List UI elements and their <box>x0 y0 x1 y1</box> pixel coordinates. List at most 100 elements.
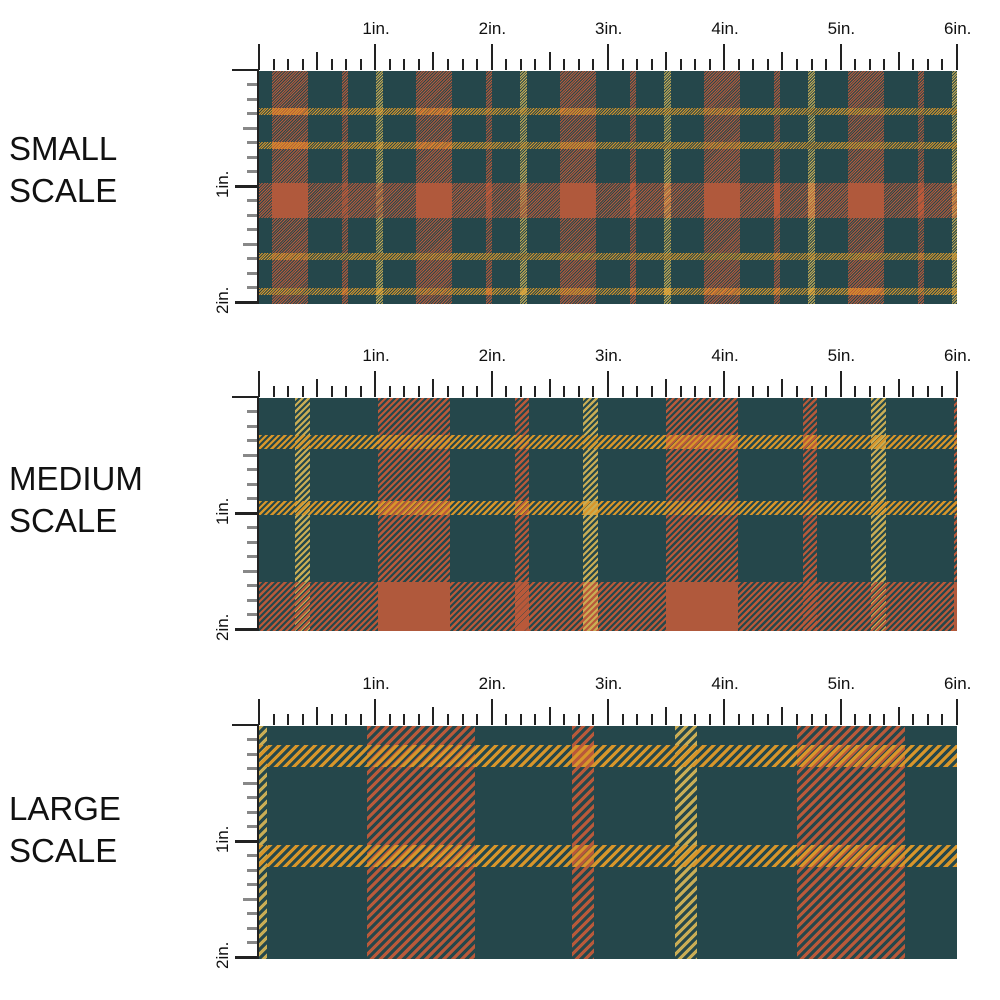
horizontal-stripe <box>259 582 957 631</box>
ruler-tick <box>955 44 958 70</box>
ruler-tick <box>912 386 915 397</box>
ruler-tick <box>897 379 900 397</box>
ruler-tick <box>374 699 377 725</box>
ruler-tick <box>287 714 290 725</box>
horizontal-stripe <box>259 435 957 449</box>
ruler-label: 1in. <box>362 19 390 38</box>
horizontal-stripe <box>259 183 957 218</box>
ruler-tick <box>235 300 259 304</box>
ruler-minor-tick <box>247 926 259 930</box>
ruler-tick <box>432 52 435 70</box>
ruler-tick <box>330 714 333 725</box>
ruler-minor-tick <box>243 126 259 130</box>
ruler-minor-tick <box>247 199 259 202</box>
ruler-tick <box>534 59 537 70</box>
ruler-tick <box>897 707 900 725</box>
ruler-label: 2in. <box>478 674 507 693</box>
ruler-tick <box>577 59 580 70</box>
ruler-tick <box>235 955 259 959</box>
ruler-tick <box>636 59 639 70</box>
ruler-tick <box>592 714 595 725</box>
ruler-tick <box>235 627 259 631</box>
ruler-label: 4in. <box>711 346 739 365</box>
ruler-tick <box>505 386 508 397</box>
ruler-tick <box>592 386 595 397</box>
ruler-tick <box>606 371 609 397</box>
small-scale-panel: SMALL SCALE 1in. 2in. 3in. 4in. 5in. 6in. 1in.… <box>0 0 1000 330</box>
ruler-label: 1in. <box>362 674 390 693</box>
ruler-tick <box>403 59 406 70</box>
ruler-tick <box>810 714 813 725</box>
ruler-tick <box>447 714 450 725</box>
ruler-minor-tick <box>247 613 259 616</box>
ruler-minor-tick <box>247 170 259 173</box>
ruler-minor-tick <box>247 555 259 558</box>
ruler-tick <box>577 714 580 725</box>
ruler-tick <box>708 59 711 70</box>
ruler-edge <box>257 397 259 630</box>
ruler-minor-tick <box>247 424 259 428</box>
ruler-minor-tick <box>247 439 259 442</box>
ruler-tick <box>955 371 958 397</box>
ruler-tick <box>461 59 464 70</box>
horizontal-stripe <box>259 253 957 260</box>
ruler-minor-tick <box>243 569 259 573</box>
ruler-tick <box>476 386 479 397</box>
orange-block <box>704 183 740 218</box>
ruler-tick <box>272 59 275 70</box>
horizontal-stripe <box>259 288 957 295</box>
ruler-label: 3in. <box>594 19 623 38</box>
scale-label: LARGE SCALE <box>9 790 121 869</box>
ruler-tick <box>650 386 653 397</box>
vertical-stripe <box>675 726 697 959</box>
horizontal-stripe <box>259 501 957 515</box>
ruler-tick <box>388 59 391 70</box>
ruler-tick <box>621 714 624 725</box>
ruler-tick <box>839 44 842 70</box>
horizontal-stripe <box>259 142 957 149</box>
ruler-tick <box>781 379 784 397</box>
ruler-tick <box>708 714 711 725</box>
ruler-label: 4in. <box>711 674 739 693</box>
ruler-tick <box>694 386 697 397</box>
horizontal-stripe <box>259 108 957 115</box>
ruler-minor-tick <box>247 141 259 144</box>
ruler-tick <box>955 699 958 725</box>
ruler-label: 1in. <box>213 825 232 853</box>
ruler-minor-tick <box>247 810 259 814</box>
ruler-label: 2in. <box>478 19 507 38</box>
ruler-tick <box>941 59 944 70</box>
ruler-tick <box>868 386 871 397</box>
ruler-minor-tick <box>243 897 259 901</box>
ruler-tick <box>316 379 319 397</box>
ruler-edge <box>257 70 259 303</box>
ruler-tick <box>359 59 362 70</box>
ruler-tick <box>563 386 566 397</box>
ruler-tick <box>883 59 886 70</box>
ruler-tick <box>621 386 624 397</box>
ruler-tick <box>752 59 755 70</box>
ruler-tick <box>519 714 522 725</box>
ruler-minor-tick <box>243 453 259 457</box>
ruler-minor-tick <box>247 257 259 260</box>
ruler-tick <box>941 714 944 725</box>
ruler-tick <box>883 386 886 397</box>
ruler-tick <box>606 44 609 70</box>
ruler-tick <box>679 386 682 397</box>
horizontal-stripe <box>259 745 957 767</box>
ruler-tick <box>665 379 668 397</box>
ruler-tick <box>316 707 319 725</box>
ruler-tick <box>592 59 595 70</box>
ruler-tick <box>926 59 929 70</box>
ruler-tick <box>825 59 828 70</box>
ruler-tick <box>548 707 551 725</box>
ruler-label: 1in. <box>362 346 390 365</box>
ruler-tick <box>854 59 857 70</box>
ruler-tick <box>941 386 944 397</box>
ruler-label: 4in. <box>711 19 739 38</box>
orange-block <box>378 582 450 631</box>
ruler-minor-tick <box>247 912 259 915</box>
ruler-tick <box>258 44 260 70</box>
ruler-tick <box>287 386 290 397</box>
ruler-tick <box>563 714 566 725</box>
